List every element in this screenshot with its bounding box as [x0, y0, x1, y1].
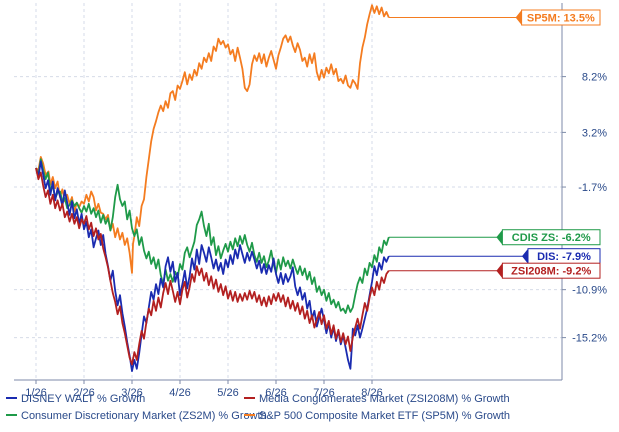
legend-item: S&P 500 Composite Market ETF (SP5M) % Gr… — [244, 410, 510, 422]
x-tick-label: 7/26 — [313, 387, 334, 399]
x-tick-label: 2/26 — [73, 387, 94, 399]
x-tick-label: 6/26 — [265, 387, 286, 399]
callout-label-dis: DIS: -7.9% — [537, 251, 591, 263]
callout-label-zsi208m: ZSI208M: -9.2% — [511, 266, 591, 278]
x-tick-label: 4/26 — [169, 387, 190, 399]
y-tick-label: -10.9% — [572, 285, 607, 297]
callout-box-sp5m — [521, 9, 601, 26]
plot-area — [14, 3, 562, 380]
callout-box-zsi208m — [501, 262, 601, 279]
x-tick-label: 1/26 — [25, 387, 46, 399]
x-tick-label: 3/26 — [121, 387, 142, 399]
callout-dis: DIS: -7.9% — [388, 248, 601, 265]
callout-label-sp5m: SP5M: 13.5% — [527, 13, 595, 25]
callout-pointer-zsi208m — [496, 263, 503, 279]
callout-box-zs2m — [501, 229, 601, 246]
callout-pointer-sp5m — [515, 10, 522, 25]
y-tick-label: -15.2% — [572, 333, 607, 345]
legend-label: DISNEY WALT % Growth — [21, 393, 145, 405]
callout-pointer-dis — [522, 248, 528, 264]
legend-item: Consumer Discretionary Market (ZS2M) % G… — [6, 410, 267, 422]
callout-sp5m: SP5M: 13.5% — [388, 9, 601, 26]
legend-item: DISNEY WALT % Growth — [6, 393, 145, 405]
x-tick-label: 5/26 — [217, 387, 238, 399]
series-line-sp5m — [35, 4, 390, 274]
callout-label-zs2m: CDIS ZS: -6.2% — [512, 232, 591, 244]
x-tick-label: 8/26 — [361, 387, 382, 399]
legend-label: Consumer Discretionary Market (ZS2M) % G… — [21, 410, 267, 422]
callout-zsi208m: ZSI208M: -9.2% — [388, 262, 601, 279]
legend-label: S&P 500 Composite Market ETF (SP5M) % Gr… — [259, 410, 510, 422]
callout-pointer-zs2m — [496, 229, 503, 245]
legend-label: Media Conglomerates Market (ZSI208M) % G… — [259, 393, 510, 405]
callout-zs2m: CDIS ZS: -6.2% — [388, 229, 601, 246]
legend-item: Media Conglomerates Market (ZSI208M) % G… — [244, 393, 510, 405]
y-tick-label: -1.7% — [578, 182, 607, 194]
y-tick-label: 8.2% — [582, 72, 607, 84]
series-line-zs2m — [35, 158, 390, 314]
y-tick-label: 3.2% — [582, 127, 607, 139]
series-line-zsi208m — [35, 167, 390, 366]
